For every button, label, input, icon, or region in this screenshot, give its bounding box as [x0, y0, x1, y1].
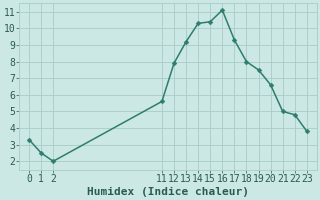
X-axis label: Humidex (Indice chaleur): Humidex (Indice chaleur)	[87, 186, 249, 197]
